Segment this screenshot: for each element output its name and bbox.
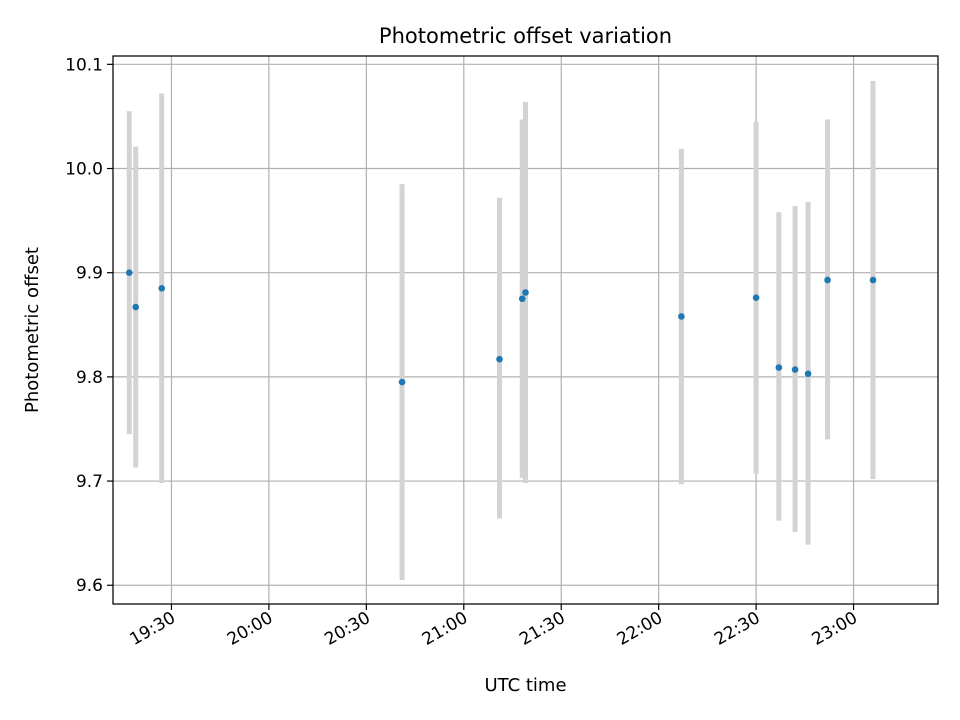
data-point: [518, 295, 526, 303]
data-point: [804, 370, 812, 378]
data-point: [496, 355, 503, 363]
data-point: [824, 276, 831, 284]
y-tick-label: 9.8: [76, 368, 103, 388]
x-axis-label: UTC time: [484, 675, 566, 696]
data-point: [125, 269, 133, 276]
y-tick-label: 10.1: [65, 55, 103, 75]
y-tick-label: 9.6: [76, 576, 103, 596]
data-point: [398, 378, 406, 386]
chart-title: Photometric offset variation: [379, 24, 672, 48]
data-point: [522, 289, 529, 296]
plot-frame: [112, 55, 939, 605]
data-point: [158, 285, 166, 292]
data-point: [752, 294, 760, 302]
y-axis-ticks: 9.6 9.7 9.8 9.9 10.0 10.1: [65, 55, 113, 596]
data-point: [678, 313, 685, 320]
y-tick-label: 9.9: [76, 264, 103, 284]
y-tick-label: 9.7: [76, 472, 103, 492]
data-point: [869, 276, 877, 284]
data-point: [132, 303, 140, 311]
data-points: [125, 269, 877, 386]
data-point: [775, 364, 783, 371]
y-tick-label: 10.0: [65, 160, 103, 180]
data-point: [791, 366, 799, 373]
y-axis-label: Photometric offset: [22, 247, 43, 413]
